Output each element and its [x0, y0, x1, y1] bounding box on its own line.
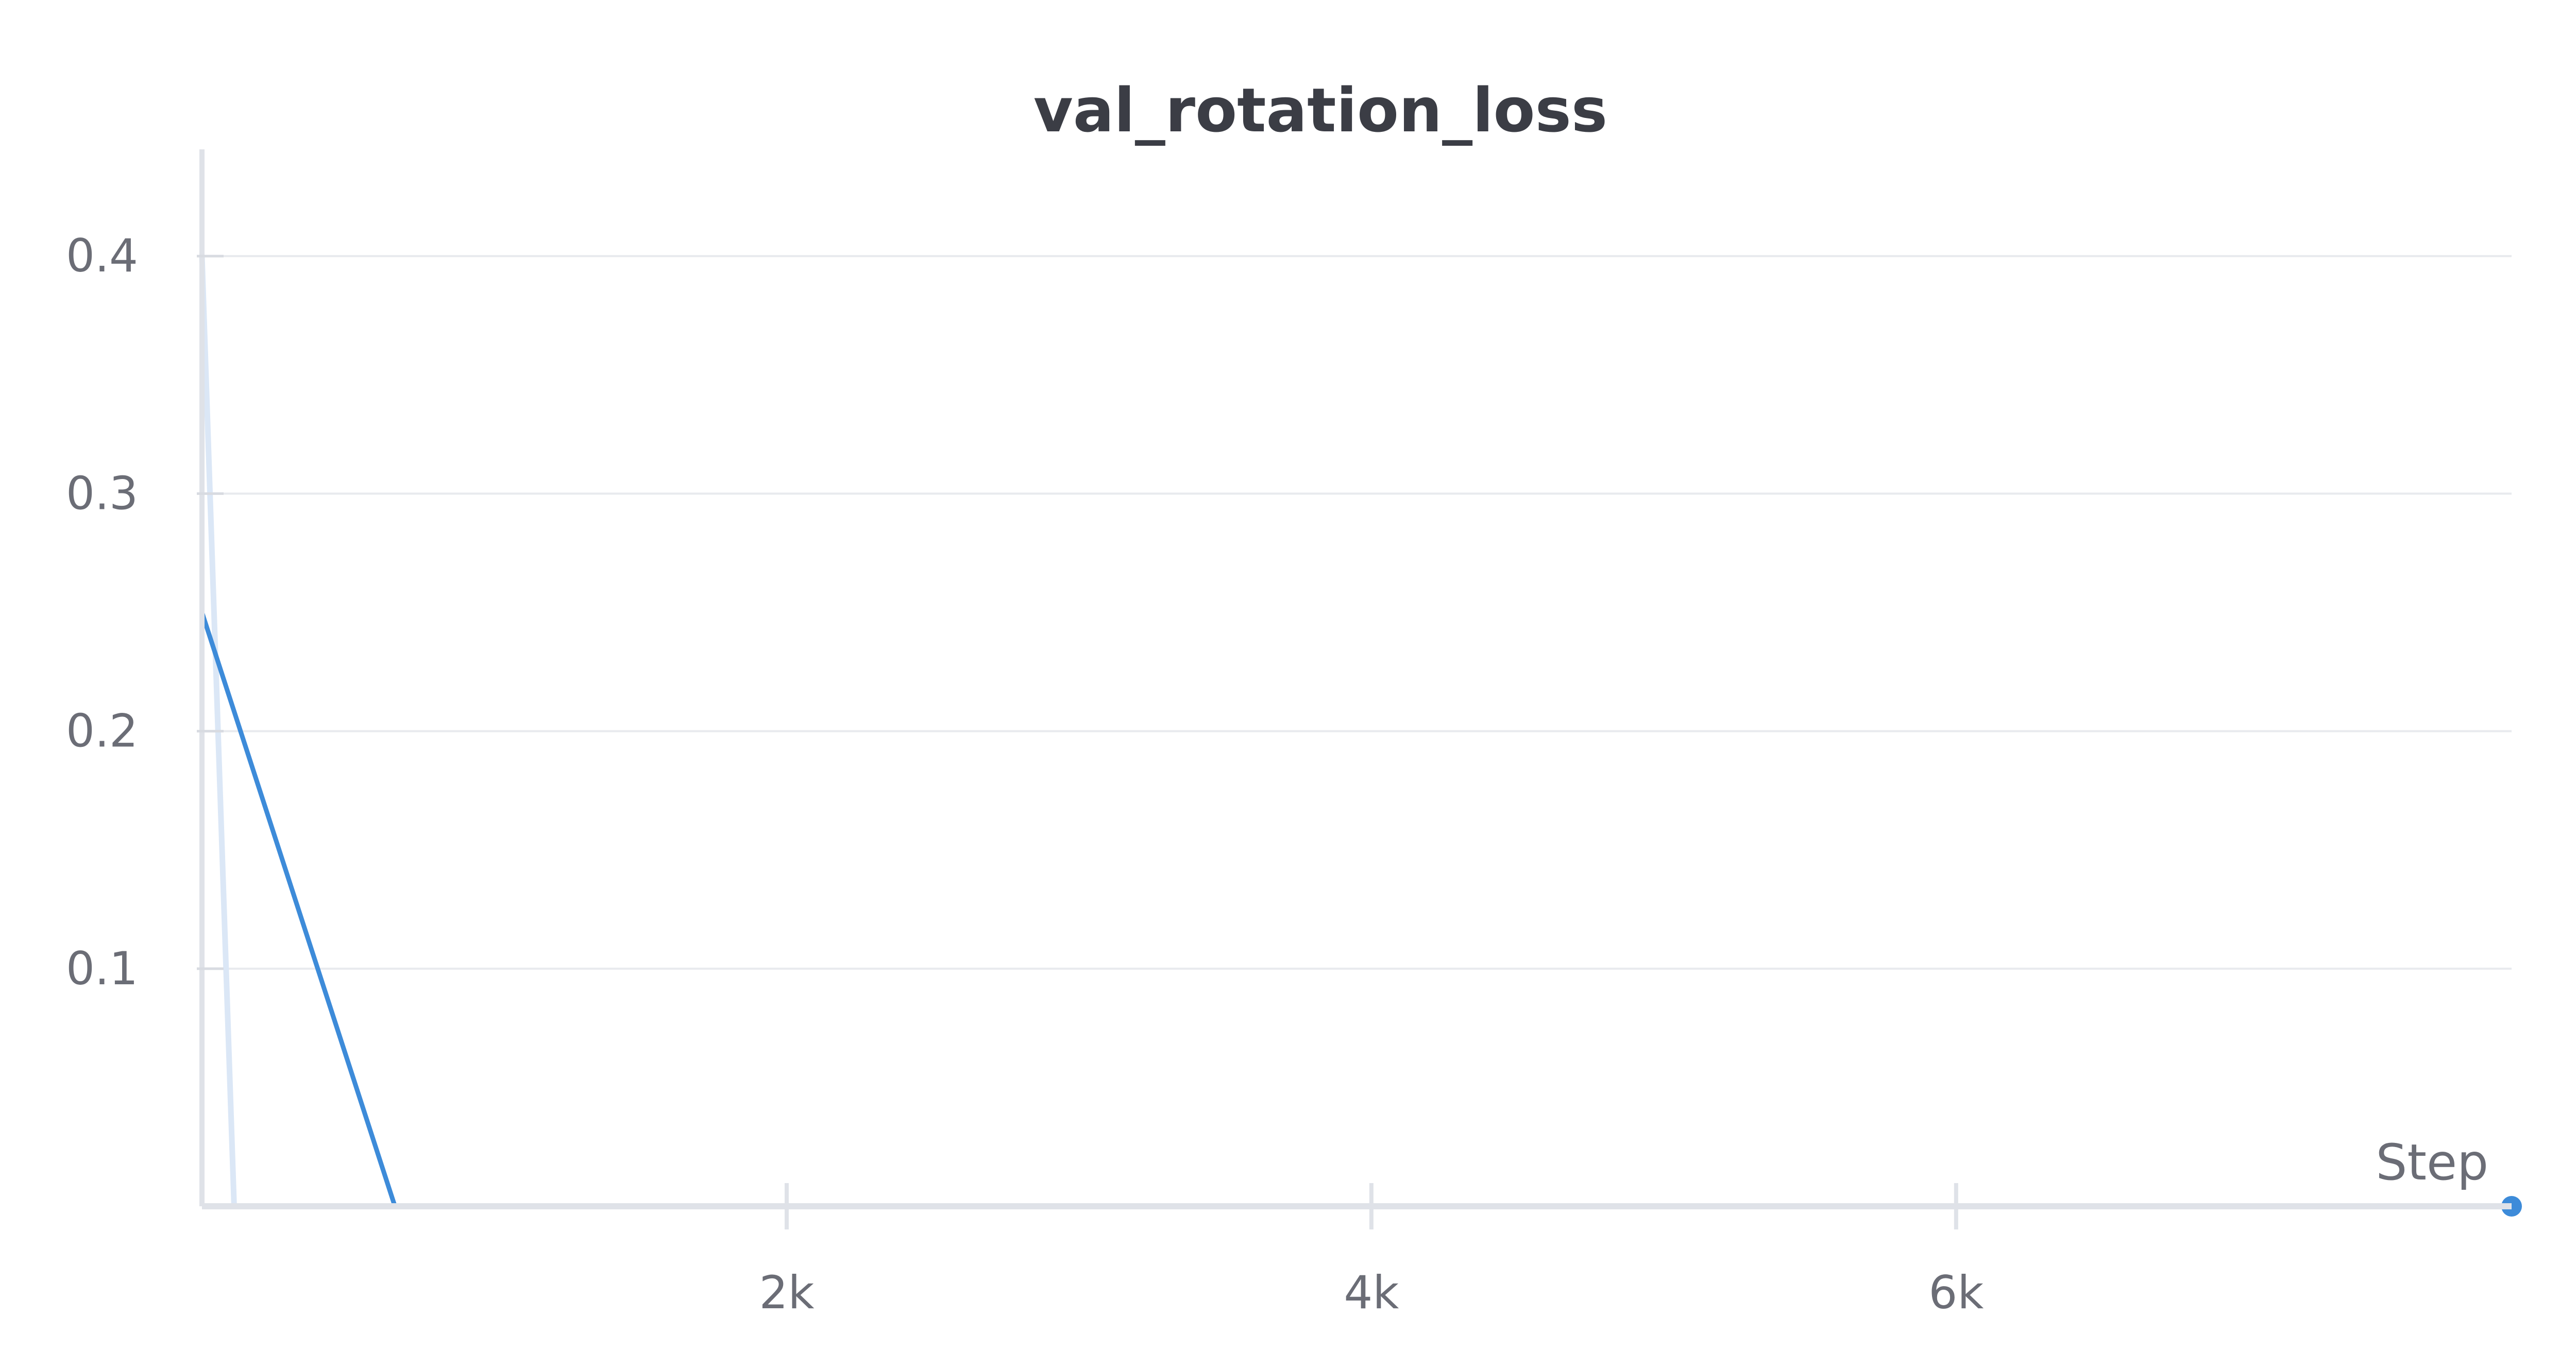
y-tick-label: 0.4	[66, 229, 138, 282]
chart-title: val_rotation_loss	[1033, 75, 1607, 146]
x-tick-label: 6k	[1928, 1266, 1984, 1319]
axes-layer	[199, 149, 2512, 1209]
gridlines	[202, 255, 2512, 970]
y-tick-label: 0.1	[66, 942, 138, 995]
x-tick-label: 2k	[759, 1266, 814, 1319]
x-axis-label: Step	[2376, 1134, 2488, 1191]
y-tick-label: 0.3	[66, 467, 138, 520]
tick-layer: 0.1 0.2 0.3 0.4 2k 4k 6k	[66, 229, 1984, 1319]
y-tick-label: 0.2	[66, 705, 138, 758]
x-tick-label: 4k	[1344, 1266, 1399, 1319]
